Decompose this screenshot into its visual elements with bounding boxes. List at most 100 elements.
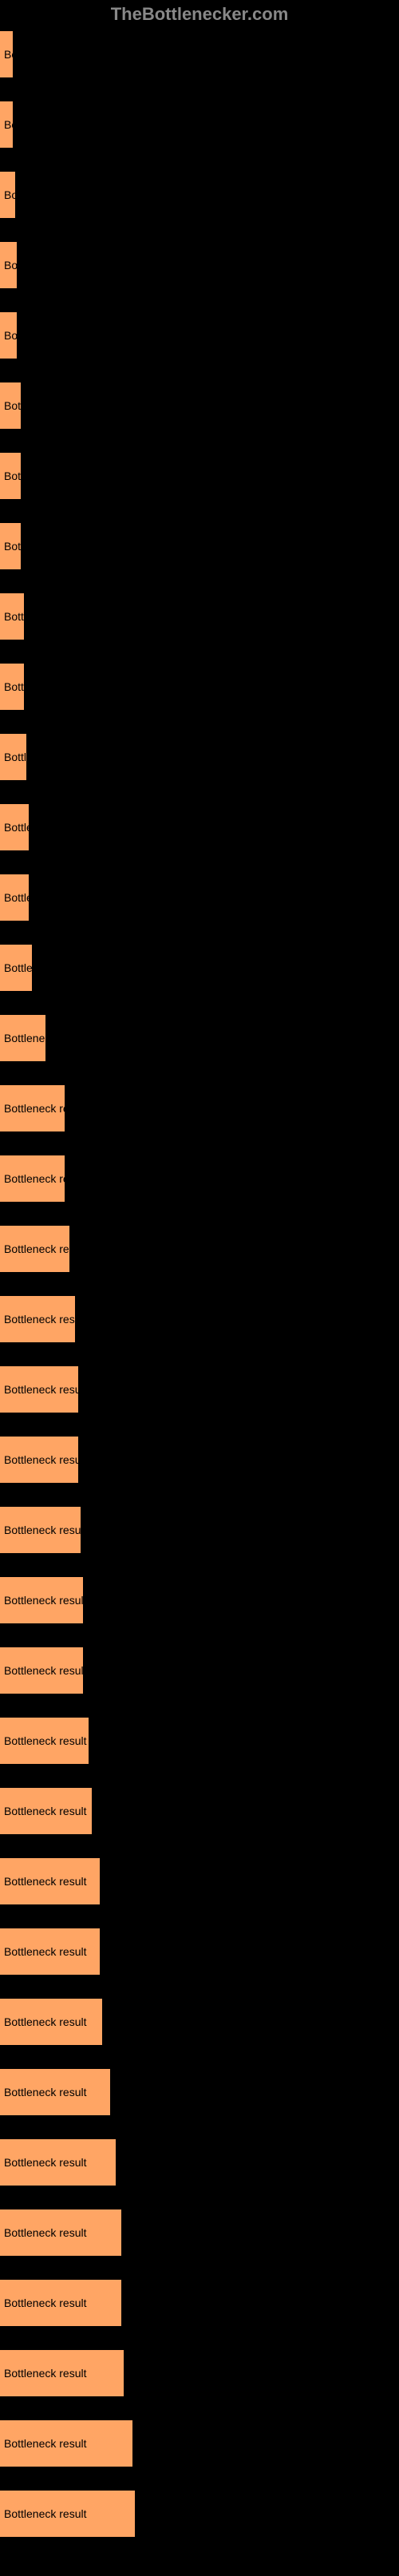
- bar-row: Bottleneck result: [0, 1295, 399, 1343]
- bar-label: Bottl: [4, 680, 25, 693]
- bar-label: Bottleneck result: [4, 2367, 87, 2380]
- bar-label: Bottleneck result: [4, 1383, 79, 1396]
- bar: Bo: [0, 311, 18, 359]
- bar: Bottleneck resu: [0, 1506, 81, 1554]
- bar: Bottleneck result: [0, 1436, 79, 1484]
- bar: Bottleneck result: [0, 1928, 101, 1976]
- bar-row: Bo: [0, 311, 399, 359]
- bar: Bottleneck: [0, 1014, 46, 1062]
- bar-row: Bott: [0, 452, 399, 500]
- bar-row: Bottler: [0, 944, 399, 992]
- bar-chart: Bo Bo Bo Bot Bo Bott Bott Bott Bottl Bottl Bottle B…: [0, 0, 399, 2576]
- bar-label: Bottleneck result: [4, 2226, 87, 2239]
- bar: Bott: [0, 522, 22, 570]
- bar-label: Bottle: [4, 751, 27, 763]
- bar-row: Bottleneck result: [0, 1576, 399, 1624]
- bar-row: Bottleneck result: [0, 2279, 399, 2327]
- bar: Bott: [0, 452, 22, 500]
- bar-row: Bottl: [0, 663, 399, 711]
- bar-label: Bottleneck res: [4, 1102, 65, 1115]
- bar: Bottler: [0, 944, 33, 992]
- bar-label: Bottleneck result: [4, 2297, 87, 2309]
- bar: Bottleneck result: [0, 2349, 124, 2397]
- bar-label: Bott: [4, 540, 22, 553]
- bar-row: Bott: [0, 382, 399, 430]
- bar-row: Bottleneck result: [0, 2490, 399, 2538]
- bar: Bott: [0, 382, 22, 430]
- bar-label: Bottl: [4, 610, 25, 623]
- bar-row: Bo: [0, 30, 399, 78]
- bar-label: Bo: [4, 48, 14, 61]
- bar-label: Bo: [4, 118, 14, 131]
- bar-label: Bottleneck: [4, 1032, 46, 1044]
- bar-row: Bot: [0, 241, 399, 289]
- bar: Bottleneck result: [0, 2419, 133, 2467]
- bar: Bottleneck result: [0, 1295, 76, 1343]
- bar: Bottleneck result: [0, 2279, 122, 2327]
- bar-row: Bottleneck result: [0, 1365, 399, 1413]
- bar-row: Bo: [0, 101, 399, 149]
- bar-row: Bottleneck result: [0, 1857, 399, 1905]
- bar-row: Bottleneck result: [0, 2138, 399, 2186]
- bar-row: Bottleneck result: [0, 1647, 399, 1694]
- bar-row: Bottleneck result: [0, 1998, 399, 2046]
- bar-label: Bottleneck result: [4, 2507, 87, 2520]
- bar: Bottl: [0, 592, 25, 640]
- bar-row: Bottleneck res: [0, 1084, 399, 1132]
- bar-label: Bo: [4, 329, 18, 342]
- bar-label: Bottleneck re: [4, 1172, 65, 1185]
- bar-row: Bottleneck result: [0, 1787, 399, 1835]
- bar: Bottleneck res: [0, 1084, 65, 1132]
- bar: Bottleneck result: [0, 2490, 136, 2538]
- bar: Bottl: [0, 663, 25, 711]
- bar: Bottleneck result: [0, 1857, 101, 1905]
- bar-row: Bottleneck result: [0, 1225, 399, 1273]
- bar-row: Bottleneck result: [0, 2068, 399, 2116]
- bar-row: Bottleneck re: [0, 1155, 399, 1203]
- bar-label: Bott: [4, 470, 22, 482]
- bar-row: Bottleneck result: [0, 2209, 399, 2257]
- bar: Bottleneck result: [0, 1365, 79, 1413]
- bar: Bottleneck re: [0, 1155, 65, 1203]
- bar: Bo: [0, 101, 14, 149]
- bar: Bo: [0, 30, 14, 78]
- bar-label: Bottleneck result: [4, 2015, 87, 2028]
- bar: Bottle: [0, 874, 30, 921]
- bar-row: Bottleneck resu: [0, 1506, 399, 1554]
- bar: Bottleneck result: [0, 1576, 84, 1624]
- bar-row: Bottleneck result: [0, 1928, 399, 1976]
- bar: Bottleneck result: [0, 1998, 103, 2046]
- bar-label: Bottleneck result: [4, 1945, 87, 1958]
- bar: Bottleneck result: [0, 2068, 111, 2116]
- bar-label: Bot: [4, 259, 18, 271]
- bar-label: Bott: [4, 399, 22, 412]
- bar-row: Bottle: [0, 874, 399, 921]
- bar-label: Bottler: [4, 961, 33, 974]
- bar-label: Bottleneck result: [4, 1875, 87, 1888]
- bar-label: Bo: [4, 188, 16, 201]
- bar-label: Bottleneck result: [4, 1805, 87, 1817]
- bar-row: Bottl: [0, 592, 399, 640]
- bar-row: Bott: [0, 522, 399, 570]
- bar-label: Bottleneck result: [4, 1734, 87, 1747]
- bar-row: Bo: [0, 171, 399, 219]
- bar-label: Bottleneck result: [4, 2156, 87, 2169]
- bar-label: Bottleneck result: [4, 1242, 70, 1255]
- bar-label: Bottler: [4, 821, 30, 834]
- bar-label: Bottle: [4, 891, 30, 904]
- bar-label: Bottleneck result: [4, 2086, 87, 2098]
- bar: Bottle: [0, 733, 27, 781]
- bar-row: Bottleneck: [0, 1014, 399, 1062]
- bar-label: Bottleneck result: [4, 2437, 87, 2450]
- bar: Bottleneck result: [0, 2138, 117, 2186]
- bar-row: Bottleneck result: [0, 1717, 399, 1765]
- bar-row: Bottleneck result: [0, 2419, 399, 2467]
- bar-label: Bottleneck result: [4, 1313, 76, 1326]
- bar-row: Bottle: [0, 733, 399, 781]
- bar-label: Bottleneck result: [4, 1453, 79, 1466]
- bar: Bo: [0, 171, 16, 219]
- bar: Bottleneck result: [0, 1647, 84, 1694]
- bar: Bot: [0, 241, 18, 289]
- bar-label: Bottleneck result: [4, 1664, 84, 1677]
- bar-label: Bottleneck result: [4, 1594, 84, 1607]
